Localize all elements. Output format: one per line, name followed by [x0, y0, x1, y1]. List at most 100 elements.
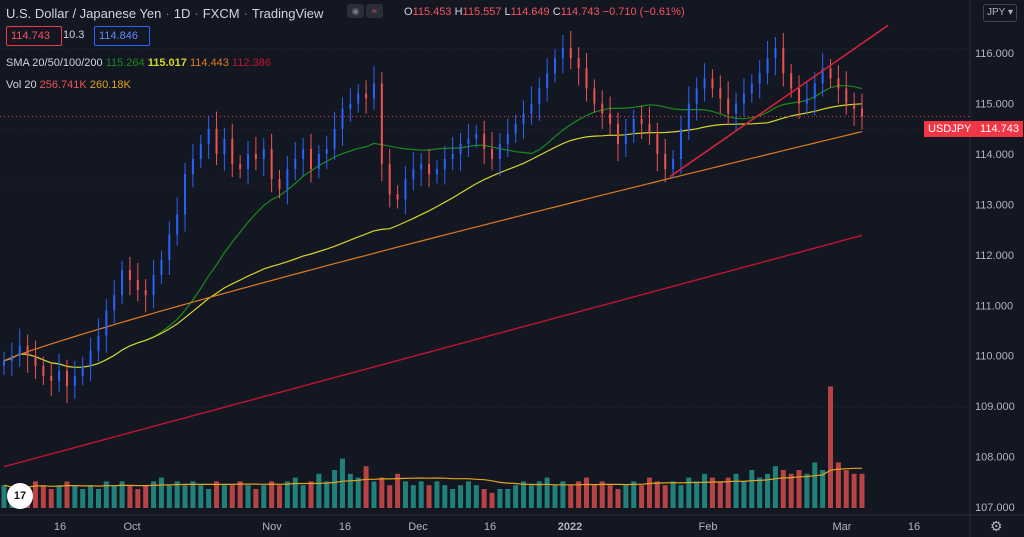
candle-body [624, 133, 627, 144]
candle-body [845, 88, 848, 104]
interval-label[interactable]: 1D [173, 5, 191, 21]
candle-body [34, 355, 37, 366]
volume-ma [3, 467, 862, 488]
volume-bar [851, 473, 857, 508]
header-buttons: ◉ ≈ [347, 4, 383, 18]
candle-body [632, 118, 635, 134]
candle-body [569, 48, 572, 59]
volume-bar [95, 489, 101, 508]
candle-body [506, 133, 509, 144]
candle-body [664, 153, 667, 170]
volume-bar [339, 458, 345, 508]
candle-body [333, 128, 336, 149]
volume-bar [662, 485, 668, 508]
volume-bar [143, 485, 149, 508]
volume-bar [355, 477, 361, 508]
price-tick-label: 111.000 [975, 300, 1013, 312]
time-tick-label: 2022 [558, 521, 582, 533]
volume-ma-line [3, 467, 862, 488]
candle-body [546, 73, 549, 89]
candle-body [396, 194, 399, 200]
volume-bar [119, 481, 125, 508]
candle-body [388, 164, 391, 195]
volume-bar [387, 485, 393, 508]
candle-body [270, 148, 273, 180]
volume-bar [788, 473, 794, 508]
candle-body [735, 103, 738, 114]
volume-value: 256.741K [39, 79, 87, 91]
candle-body [467, 138, 470, 144]
candle-body [451, 153, 454, 160]
candle-body [742, 93, 745, 104]
candle-body [128, 269, 131, 281]
trendline-drawing[interactable] [669, 24, 889, 178]
price-tick-label: 112.000 [975, 250, 1014, 262]
time-tick-label: 16 [54, 521, 66, 533]
candle-body [10, 355, 13, 361]
candle-body [609, 113, 612, 124]
candle-body [695, 88, 698, 104]
volume-bar [229, 485, 235, 508]
settings-gear-icon[interactable]: ⚙ [990, 518, 1003, 534]
volume-bar [434, 481, 440, 508]
sma200-line [3, 234, 863, 468]
price-tick-label: 110.000 [975, 351, 1014, 363]
volume-bar [678, 485, 684, 508]
price-tick-label: 113.000 [975, 199, 1014, 211]
trendline[interactable] [0, 24, 970, 178]
volume-bar [347, 473, 353, 508]
open-label: O [404, 6, 413, 18]
volume-bar [253, 489, 259, 508]
candlesticks [3, 30, 863, 404]
candle-body [89, 350, 92, 366]
symbol-header[interactable]: U.S. Dollar / Japanese Yen · 1D · FXCM ·… [6, 5, 324, 21]
spread-value: 10.3 [63, 29, 85, 41]
volume-bar [591, 485, 597, 508]
volume-bar [111, 485, 117, 508]
candle-body [215, 128, 218, 154]
price-axis[interactable]: 116.000 115.000 114.000 113.000 112.000 111.0… [975, 48, 1015, 514]
sell-button[interactable]: 114.743 [6, 26, 62, 46]
candle-body [168, 234, 171, 260]
price-tick-label: 115.000 [975, 99, 1014, 111]
volume-bar [245, 485, 251, 508]
volume-bar [127, 485, 133, 508]
volume-bar [859, 473, 865, 508]
candle-body [294, 159, 297, 170]
volume-bar [379, 477, 385, 508]
volume-bar [32, 481, 38, 508]
candle-body [160, 259, 163, 276]
candle-body [853, 103, 856, 109]
volume-bar [576, 481, 582, 508]
sma-legend[interactable]: SMA 20/50/100/200 115.264 115.017 114.44… [6, 57, 271, 69]
volume-bar [513, 485, 519, 508]
sma50-line [3, 103, 863, 368]
compare-icon[interactable]: ≈ [366, 4, 383, 18]
candle-body [239, 164, 242, 170]
volume-bar [481, 489, 487, 508]
time-axis[interactable]: 16 Oct Nov 16 Dec 16 2022 Feb Mar 16 [54, 521, 920, 533]
volume-bar [497, 489, 503, 508]
volume-bar [749, 470, 755, 508]
price-tick-label: 109.000 [975, 401, 1015, 413]
currency-button[interactable]: JPY ▾ [983, 4, 1017, 22]
volume-bar [820, 470, 826, 508]
volume-bar [615, 489, 621, 508]
tradingview-logo-icon[interactable]: 17 [7, 483, 33, 509]
candle-body [404, 179, 407, 200]
volume-bar [765, 473, 771, 508]
candle-body [191, 159, 194, 175]
candle-body [782, 48, 785, 74]
volume-bar [308, 481, 314, 508]
volume-bar [804, 473, 810, 508]
candle-body [144, 290, 147, 296]
candle-body [42, 365, 45, 376]
candle-body [656, 133, 659, 154]
indicator-toggle-icon[interactable]: ◉ [347, 4, 364, 18]
platform-label: TradingView [251, 5, 324, 21]
sma-lines [3, 85, 863, 468]
volume-legend[interactable]: Vol 20 256.741K 260.18K [6, 79, 131, 91]
buy-button[interactable]: 114.846 [94, 26, 150, 46]
candle-body [577, 58, 580, 69]
